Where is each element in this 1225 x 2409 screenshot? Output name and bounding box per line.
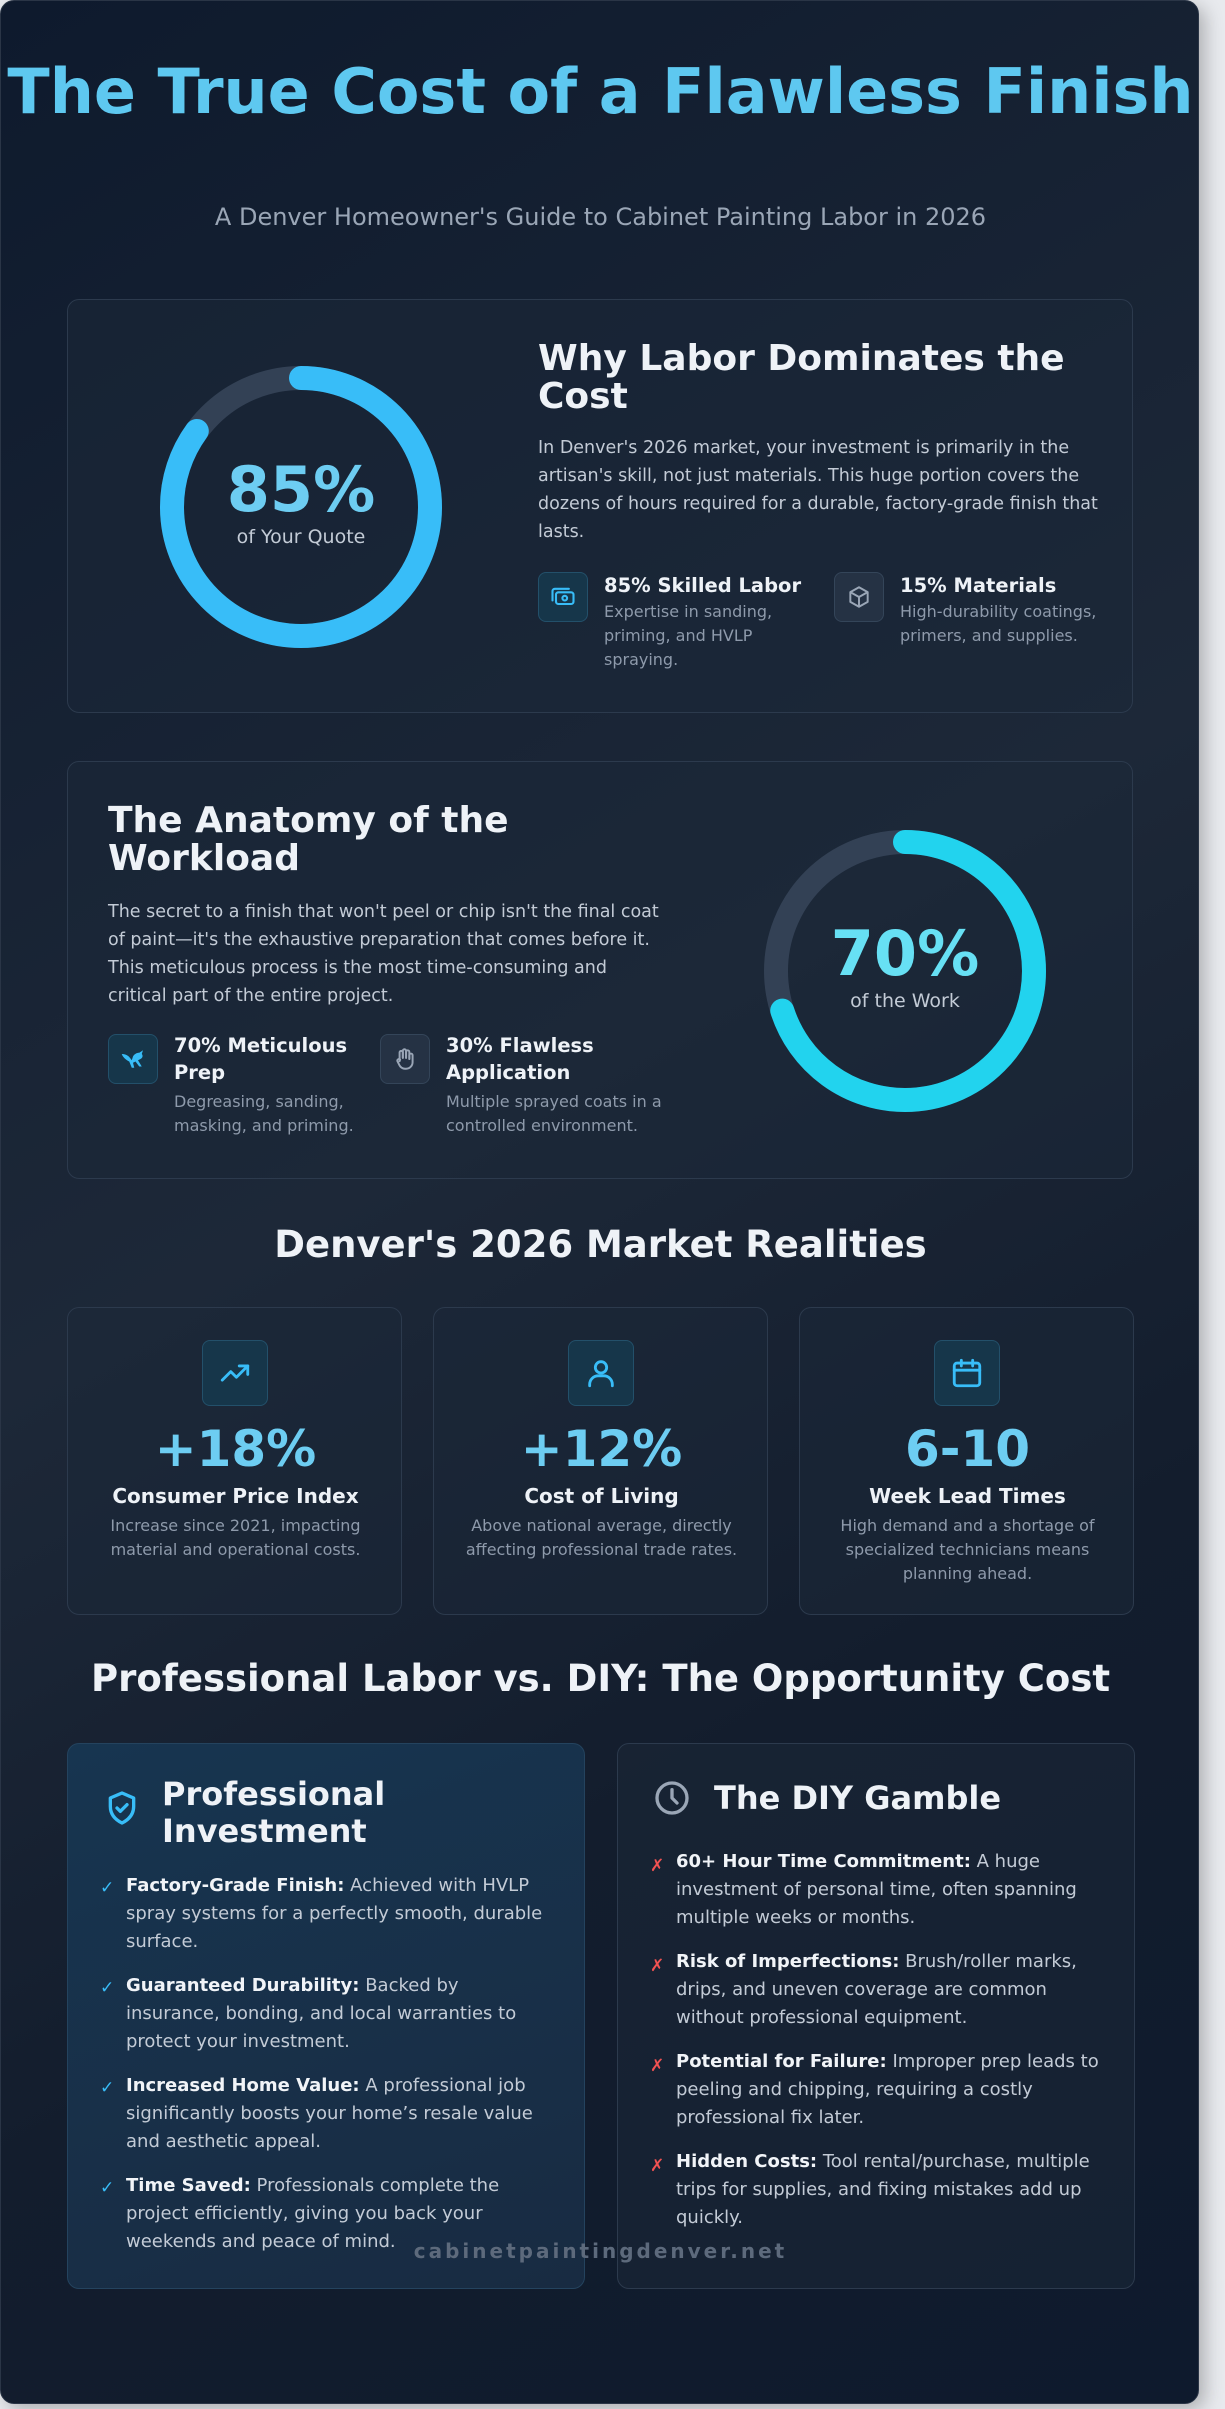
list-item: Risk of Imperfections: Brush/roller mark…	[676, 1951, 1077, 2028]
stat-desc: Increase since 2021, impacting material …	[110, 1516, 361, 1559]
workload-ring-arc	[764, 830, 1046, 1112]
calendar-icon	[934, 1340, 1000, 1406]
labor-ring-label: 85% of Your Quote	[156, 453, 446, 549]
infographic-page: The True Cost of a Flawless Finish A Den…	[0, 0, 1199, 2404]
money-icon	[538, 572, 588, 622]
check-mark: ✓	[100, 1978, 115, 1998]
diy-title: The DIY Gamble	[714, 1779, 1002, 1817]
cross-mark: ✗	[650, 1956, 665, 1976]
check-mark: ✓	[100, 2178, 115, 2198]
workload-card: The Anatomy of the Workload The secret t…	[67, 761, 1133, 1179]
stat-card: +12% Cost of Living Above national avera…	[433, 1307, 768, 1615]
page-subtitle: A Denver Homeowner's Guide to Cabinet Pa…	[214, 203, 987, 231]
materials-feature-title: 15% Materials	[900, 574, 1057, 597]
professional-title: Professional Investment	[162, 1775, 386, 1850]
check-mark: ✓	[100, 1878, 115, 1898]
list-item: Time Saved: Professionals complete the p…	[126, 2175, 500, 2252]
workload-ring-value: 70%	[830, 917, 980, 990]
prep-feature-title: 70% Meticulous Prep	[174, 1034, 348, 1084]
labor-body: In Denver's 2026 market, your investment…	[538, 438, 1098, 542]
stat-label: Consumer Price Index	[112, 1484, 359, 1508]
cross-mark: ✗	[650, 2056, 665, 2076]
list-item: Guaranteed Durability: Backed by insuran…	[126, 1975, 517, 2052]
stat-card: +18% Consumer Price Index Increase since…	[67, 1307, 402, 1615]
cross-mark: ✗	[650, 1856, 665, 1876]
prep-feature-desc: Degreasing, sanding, masking, and primin…	[174, 1092, 354, 1135]
application-feature-desc: Multiple sprayed coats in a controlled e…	[446, 1092, 662, 1135]
cross-mark: ✗	[650, 2156, 665, 2176]
labor-feature-desc: Expertise in sanding, priming, and HVLP …	[604, 602, 773, 669]
workload-body: The secret to a finish that won't peel o…	[108, 902, 659, 1006]
pterodactyl-icon	[108, 1034, 158, 1084]
workload-ring-label: 70% of the Work	[760, 917, 1050, 1013]
labor-ring-chart	[160, 366, 442, 648]
application-feature-title: 30% Flawless Application	[446, 1034, 594, 1084]
stat-card: 6-10 Week Lead Times High demand and a s…	[799, 1307, 1134, 1615]
workload-heading: The Anatomy of the Workload	[108, 800, 509, 879]
trending-up-icon	[202, 1340, 268, 1406]
labor-ring-caption: of Your Quote	[236, 526, 366, 548]
list-item: Potential for Failure: Improper prep lea…	[676, 2051, 1099, 2128]
labor-ring-arc	[160, 366, 442, 648]
stat-label: Week Lead Times	[869, 1484, 1066, 1508]
user-icon	[568, 1340, 634, 1406]
footer-site-link[interactable]: cabinetpaintingdenver.net	[413, 2239, 788, 2263]
comparison-heading: Professional Labor vs. DIY: The Opportun…	[90, 1657, 1111, 1700]
labor-card: 85% of Your Quote Why Labor Dominates th…	[67, 299, 1133, 713]
stat-desc: Above national average, directly affecti…	[465, 1516, 738, 1559]
hand-icon	[380, 1034, 430, 1084]
market-heading: Denver's 2026 Market Realities	[274, 1223, 927, 1266]
list-item: Hidden Costs: Tool rental/purchase, mult…	[676, 2151, 1090, 2228]
professional-card: Professional Investment ✓ Factory-Grade …	[67, 1743, 585, 2289]
materials-feature-desc: High-durability coatings, primers, and s…	[900, 602, 1097, 645]
check-mark: ✓	[100, 2078, 115, 2098]
list-item: Factory-Grade Finish: Achieved with HVLP…	[126, 1875, 543, 1952]
box-icon	[834, 572, 884, 622]
labor-heading: Why Labor Dominates the Cost	[538, 338, 1065, 417]
stat-desc: High demand and a shortage of specialize…	[840, 1516, 1095, 1583]
labor-ring-value: 85%	[226, 453, 376, 526]
labor-feature-title: 85% Skilled Labor	[604, 574, 802, 597]
list-item: 60+ Hour Time Commitment: A huge investm…	[676, 1851, 1077, 1928]
stat-value: +12%	[520, 1420, 683, 1478]
stat-label: Cost of Living	[524, 1484, 679, 1508]
stat-value: 6-10	[904, 1420, 1031, 1478]
workload-ring-chart	[764, 830, 1046, 1112]
diy-card: The DIY Gamble ✗ 60+ Hour Time Commitmen…	[617, 1743, 1135, 2289]
clock-icon	[652, 1778, 692, 1822]
page-title: The True Cost of a Flawless Finish	[7, 55, 1194, 128]
shield-check-icon	[102, 1788, 142, 1832]
stat-value: +18%	[154, 1420, 317, 1478]
list-item: Increased Home Value: A professional job…	[126, 2075, 533, 2152]
workload-ring-caption: of the Work	[850, 990, 960, 1012]
